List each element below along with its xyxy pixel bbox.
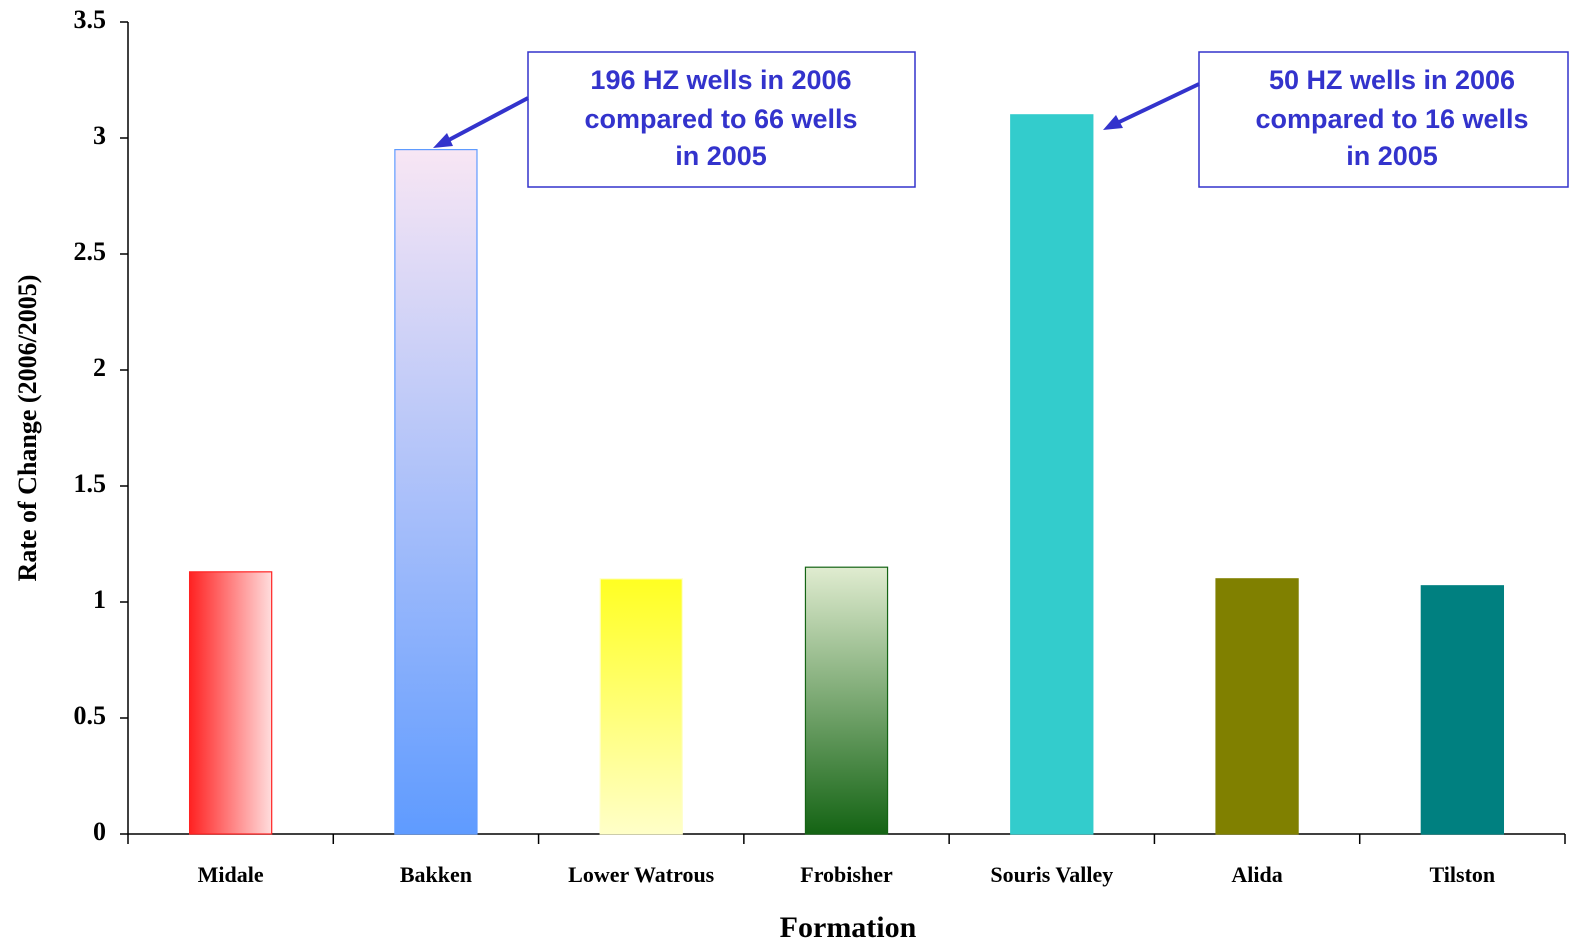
y-tick-label: 3	[93, 121, 106, 150]
x-tick-label: Lower Watrous	[568, 862, 715, 887]
bar	[1420, 585, 1505, 835]
annotation: 196 HZ wells in 2006 compared to 66 well…	[433, 51, 916, 188]
bar	[394, 149, 478, 835]
x-tick-label: Bakken	[400, 862, 472, 887]
y-axis-label: Rate of Change (2006/2005)	[13, 275, 42, 582]
arrow-head	[1103, 115, 1123, 130]
annotation-text: 50 HZ wells in 2006	[1269, 65, 1515, 95]
annotation-text: compared to 66 wells	[584, 104, 857, 134]
arrow-head	[433, 133, 453, 148]
bar	[599, 578, 683, 835]
annotation-arrow	[444, 96, 529, 144]
annotation-box	[527, 51, 916, 188]
y-tick-label: 3.5	[74, 5, 107, 34]
y-tick-label: 1.5	[74, 469, 107, 498]
annotation-text: in 2005	[675, 141, 767, 171]
x-tick-label: Tilston	[1430, 862, 1496, 887]
annotation-text: 196 HZ wells in 2006	[590, 65, 851, 95]
x-tick-label: Alida	[1231, 862, 1282, 887]
bar	[1010, 114, 1094, 835]
x-tick-label: Midale	[198, 862, 264, 887]
annotation-box	[1198, 51, 1569, 188]
bar	[804, 566, 889, 835]
x-tick-label: Souris Valley	[990, 862, 1113, 887]
y-tick-label: 1	[93, 585, 106, 614]
y-tick-label: 0	[93, 817, 106, 846]
bar	[1215, 578, 1299, 835]
x-axis-label: Formation	[780, 911, 917, 944]
x-tick-label: Frobisher	[800, 862, 893, 887]
y-tick-label: 0.5	[74, 701, 107, 730]
annotation-text: compared to 16 wells	[1255, 104, 1528, 134]
annotation-arrow	[1114, 82, 1200, 126]
annotation-text: in 2005	[1346, 141, 1438, 171]
y-tick-label: 2	[93, 353, 106, 382]
bar	[188, 571, 273, 835]
annotation: 50 HZ wells in 2006 compared to 16 wells…	[1103, 51, 1569, 188]
y-tick-label: 2.5	[74, 237, 107, 266]
